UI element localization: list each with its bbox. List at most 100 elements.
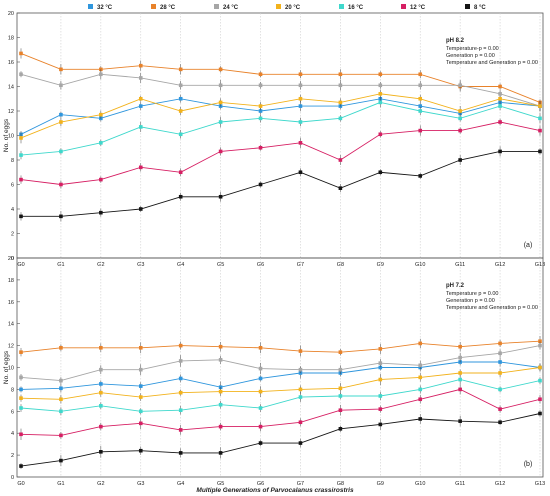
data-point-16-c <box>59 149 63 154</box>
data-point-16-c <box>298 395 303 399</box>
data-point-20-c <box>19 136 23 140</box>
data-point-16-c <box>138 125 143 129</box>
data-point-20-c <box>59 397 63 402</box>
data-point-16-c <box>19 153 23 157</box>
series-line-24-c <box>20 345 541 382</box>
data-point-12-c <box>538 397 542 402</box>
data-point-16-c <box>378 394 383 398</box>
x-tick-label-g1: G1 <box>57 481 64 487</box>
x-tick-label-g9: G9 <box>377 481 384 487</box>
data-point-28-c <box>178 67 183 72</box>
y-axis-title: No. of eggs <box>3 118 10 152</box>
legend-label-16-c: 16 °C <box>348 5 364 11</box>
data-point-20-c <box>538 104 542 108</box>
data-point-28-c <box>99 345 103 350</box>
data-point-28-c <box>218 344 223 349</box>
data-point-8-c <box>298 170 303 175</box>
data-point-32-c <box>59 112 63 117</box>
series-line-32-c <box>20 98 541 135</box>
data-point-20-c <box>138 96 143 101</box>
legend-item-32-c: 32 °C <box>88 4 113 11</box>
series-28-c <box>19 336 542 357</box>
stats-line: Temperature p = 0.00 <box>446 291 498 297</box>
data-point-28-c <box>218 67 223 72</box>
data-point-28-c <box>298 72 303 77</box>
data-point-8-c <box>498 420 502 425</box>
data-point-24-c <box>378 361 383 365</box>
y-tick-label: 6 <box>11 183 14 189</box>
data-point-28-c <box>298 349 303 353</box>
data-point-20-c <box>19 396 23 400</box>
data-point-16-c <box>538 378 542 383</box>
panel-label: (b) <box>524 461 533 468</box>
data-point-16-c <box>378 100 383 105</box>
data-point-20-c <box>258 104 263 108</box>
x-tick-label-g11: G11 <box>455 481 465 487</box>
y-tick-label: 10 <box>8 134 14 140</box>
legend-swatch-12-c <box>401 4 406 9</box>
data-point-24-c <box>418 363 423 368</box>
y-tick-label: 12 <box>8 344 14 350</box>
data-point-20-c <box>258 389 263 394</box>
data-point-12-c <box>19 177 23 182</box>
data-point-32-c <box>378 365 383 370</box>
data-point-20-c <box>378 92 383 96</box>
legend-item-12-c: 12 °C <box>401 4 426 11</box>
y-tick-label: 16 <box>8 60 14 66</box>
data-point-24-c <box>19 375 23 380</box>
series-line-28-c <box>20 52 541 103</box>
data-point-16-c <box>418 387 423 392</box>
data-point-20-c <box>218 100 223 105</box>
data-point-20-c <box>178 109 183 113</box>
y-tick-label: 6 <box>11 409 14 415</box>
y-tick-label: 10 <box>8 366 14 372</box>
data-point-24-c <box>19 72 23 77</box>
data-point-16-c <box>298 120 303 124</box>
data-point-12-c <box>59 182 63 187</box>
data-point-16-c <box>418 109 423 113</box>
legend-label-12-c: 12 °C <box>410 5 426 11</box>
data-point-16-c <box>498 387 502 392</box>
data-point-16-c <box>19 406 23 410</box>
series-line-20-c <box>20 93 541 139</box>
data-point-8-c <box>538 411 542 416</box>
data-point-12-c <box>99 177 103 182</box>
series-line-8-c <box>20 413 541 467</box>
panel-b: 0 2 4 6 8 10 12 14 16 18 20 No. of eggs G0 G1 G2 G3 G4 G5… <box>3 256 545 487</box>
data-point-24-c <box>218 83 223 88</box>
data-point-12-c <box>338 158 343 162</box>
data-point-8-c <box>258 182 263 187</box>
data-point-24-c <box>59 378 63 383</box>
data-point-12-c <box>458 387 462 392</box>
series-20-c <box>19 89 542 144</box>
stats-line: Generation p = 0.00 <box>446 298 495 304</box>
data-point-24-c <box>338 83 343 88</box>
data-point-12-c <box>538 128 542 133</box>
data-point-16-c <box>178 408 183 413</box>
series-line-24-c <box>20 73 541 107</box>
data-point-24-c <box>298 367 303 372</box>
data-point-32-c <box>258 376 263 381</box>
data-point-8-c <box>138 448 143 453</box>
data-point-20-c <box>298 96 303 101</box>
data-point-8-c <box>458 158 462 162</box>
data-point-28-c <box>258 72 263 77</box>
series-line-28-c <box>20 340 541 353</box>
data-point-12-c <box>19 432 23 437</box>
data-point-16-c <box>458 116 462 121</box>
data-point-12-c <box>218 424 223 429</box>
x-tick-label-g8: G8 <box>337 481 344 487</box>
data-point-24-c <box>458 83 462 88</box>
data-point-24-c <box>378 83 383 88</box>
x-tick-label-g10: G10 <box>415 481 425 487</box>
data-point-12-c <box>218 149 223 154</box>
data-point-8-c <box>458 419 462 423</box>
data-point-24-c <box>498 351 502 356</box>
legend-swatch-24-c <box>214 4 219 9</box>
data-point-20-c <box>338 386 343 391</box>
data-point-12-c <box>498 407 502 411</box>
data-point-16-c <box>99 141 103 145</box>
y-tick-label: 18 <box>8 36 14 42</box>
data-point-16-c <box>338 394 343 398</box>
